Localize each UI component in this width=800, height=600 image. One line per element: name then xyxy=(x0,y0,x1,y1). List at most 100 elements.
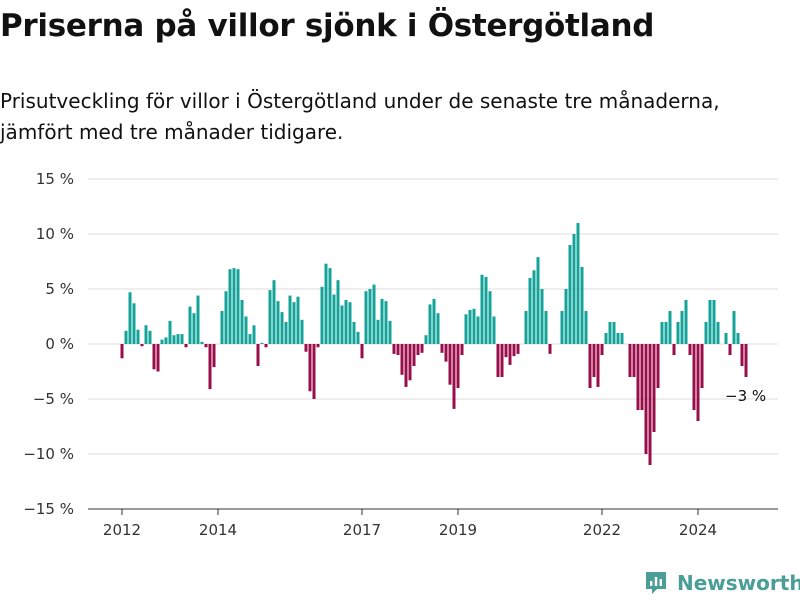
bar xyxy=(244,316,248,344)
bar xyxy=(708,300,712,344)
bar xyxy=(400,344,404,375)
bar xyxy=(396,344,400,355)
bar xyxy=(336,280,340,344)
bar xyxy=(368,289,372,344)
bar xyxy=(276,301,280,344)
bar xyxy=(576,223,580,344)
bar xyxy=(308,344,312,392)
bar xyxy=(496,344,500,377)
bar xyxy=(716,322,720,344)
bar xyxy=(592,344,596,377)
bar xyxy=(208,344,212,390)
bar xyxy=(744,344,748,377)
bar xyxy=(436,313,440,344)
y-tick-label: −5 % xyxy=(33,390,74,408)
bar xyxy=(540,289,544,344)
bar xyxy=(664,322,668,344)
bar xyxy=(204,344,208,348)
bar xyxy=(740,344,744,366)
bar xyxy=(584,311,588,344)
bar xyxy=(424,335,428,344)
bar xyxy=(672,344,676,355)
bar xyxy=(724,333,728,344)
bar xyxy=(236,269,240,344)
bar xyxy=(504,344,508,358)
y-tick-label: −10 % xyxy=(23,445,74,463)
last-value-label: −3 % xyxy=(725,387,766,405)
x-tick-label: 2019 xyxy=(439,521,477,539)
bar xyxy=(292,302,296,344)
x-tick-label: 2014 xyxy=(199,521,237,539)
bar xyxy=(320,286,324,344)
bar xyxy=(700,344,704,388)
bar xyxy=(588,344,592,388)
bar xyxy=(260,342,264,344)
y-tick-label: 15 % xyxy=(36,170,74,188)
bar xyxy=(580,267,584,344)
bar xyxy=(468,309,472,344)
bar xyxy=(524,311,528,344)
bar xyxy=(500,344,504,377)
bar xyxy=(516,344,520,354)
bar xyxy=(528,278,532,344)
bar xyxy=(696,344,700,421)
bar xyxy=(184,344,188,348)
bar xyxy=(612,322,616,344)
y-axis-ticks: 15 % 10 % 5 % 0 % −5 % −10 % −15 % xyxy=(23,170,74,518)
bar xyxy=(648,344,652,465)
bar xyxy=(284,322,288,344)
bar xyxy=(144,325,148,344)
bar xyxy=(188,306,192,344)
bar xyxy=(508,344,512,365)
bar xyxy=(476,316,480,344)
bar xyxy=(512,344,516,357)
bar xyxy=(356,331,360,344)
bar xyxy=(392,344,396,354)
bar xyxy=(248,334,252,344)
bar xyxy=(176,334,180,344)
bar xyxy=(568,245,572,344)
bar xyxy=(328,268,332,344)
bar xyxy=(148,330,152,344)
bar xyxy=(488,291,492,344)
bar xyxy=(408,344,412,381)
chart-subtitle: Prisutveckling för villor i Östergötland… xyxy=(0,89,720,144)
x-axis-ticks: 2012 2014 2017 2019 2022 2024 xyxy=(103,509,717,539)
bar xyxy=(124,330,128,344)
bar xyxy=(332,294,336,344)
bar xyxy=(416,344,420,355)
newsworthy-logo[interactable]: Newsworthy xyxy=(644,568,800,598)
bar xyxy=(660,322,664,344)
y-tick-label: 0 % xyxy=(45,335,74,353)
bar xyxy=(380,298,384,344)
bar xyxy=(636,344,640,410)
bar xyxy=(652,344,656,432)
newsworthy-logo-icon xyxy=(646,572,666,594)
x-tick-label: 2017 xyxy=(343,521,381,539)
bar xyxy=(132,303,136,344)
brand-name: Newsworthy xyxy=(677,571,800,595)
y-tick-label: 10 % xyxy=(36,225,74,243)
bar xyxy=(264,344,268,348)
bar xyxy=(480,274,484,344)
bar xyxy=(484,276,488,344)
bar xyxy=(232,268,236,344)
bar xyxy=(712,300,716,344)
bar xyxy=(212,344,216,368)
bar xyxy=(316,344,320,348)
bar xyxy=(536,257,540,344)
bar xyxy=(452,344,456,409)
bar xyxy=(572,234,576,344)
chart-title: Priserna på villor sjönk i Östergötland xyxy=(0,8,655,44)
bar xyxy=(256,344,260,366)
bar xyxy=(688,344,692,355)
bar xyxy=(300,319,304,344)
bar xyxy=(160,339,164,344)
bar xyxy=(632,344,636,377)
x-tick-label: 2024 xyxy=(679,521,717,539)
bar xyxy=(728,344,732,355)
x-tick-label: 2022 xyxy=(583,521,621,539)
bar xyxy=(388,320,392,344)
bar xyxy=(192,313,196,344)
bar xyxy=(656,344,660,388)
